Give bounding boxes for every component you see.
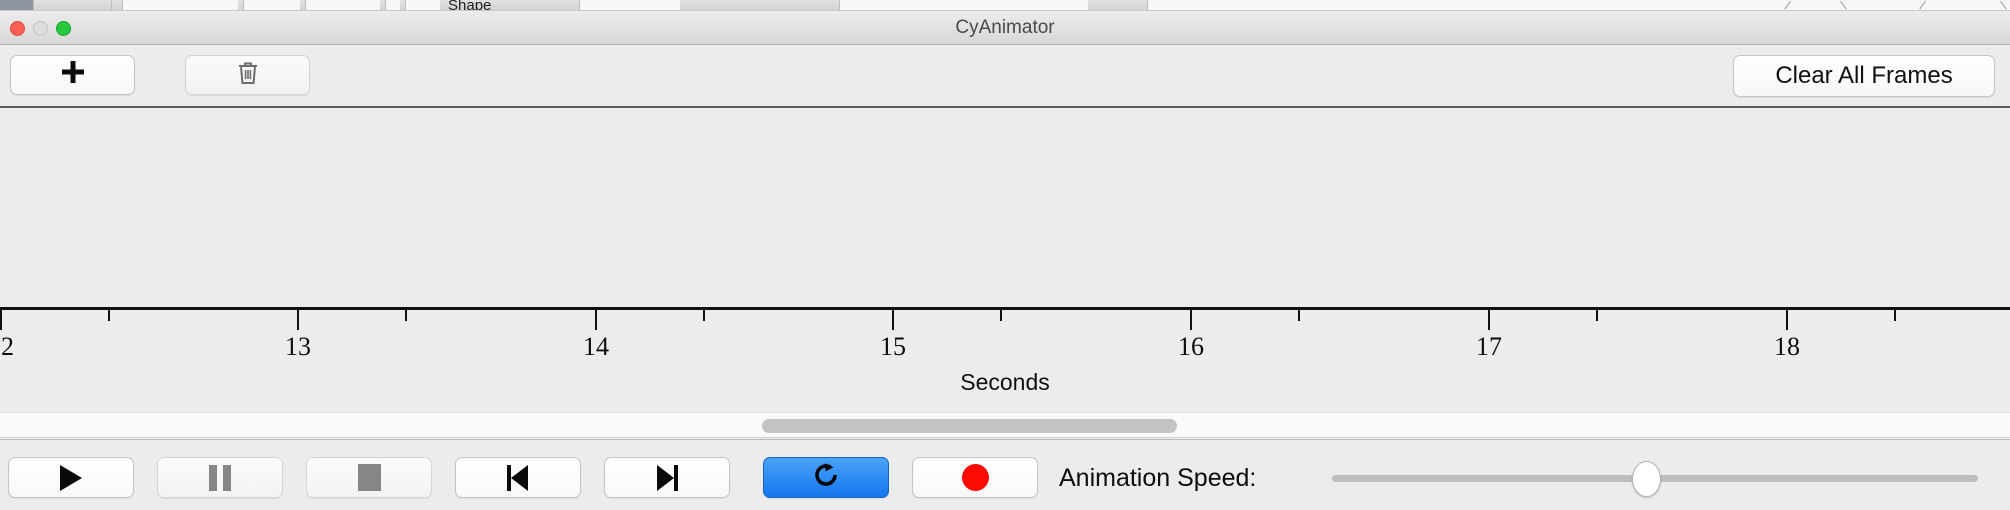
ruler-tick-major	[1190, 310, 1192, 330]
bg-chip	[1088, 0, 1148, 10]
bg-chip	[0, 0, 34, 10]
bg-chip	[380, 0, 386, 10]
bg-chip	[34, 0, 112, 10]
plus-icon	[60, 59, 86, 91]
frames-toolbar	[0, 45, 2010, 108]
bg-chip	[300, 0, 306, 10]
delete-frame-button[interactable]	[185, 55, 310, 95]
next-frame-button[interactable]	[604, 457, 730, 498]
ruler-tick-label: 12	[0, 332, 14, 361]
stop-button[interactable]	[306, 457, 432, 498]
scrollbar-thumb[interactable]	[762, 419, 1177, 433]
background-window-strip: Shape	[0, 0, 2010, 11]
ruler-tick-minor	[1894, 310, 1896, 321]
clear-all-frames-label: Clear All Frames	[1775, 62, 1953, 89]
ruler-tick-label: 16	[1178, 332, 1204, 361]
ruler-tick-label: 15	[880, 332, 906, 361]
slider-thumb[interactable]	[1632, 461, 1661, 497]
skip-next-icon	[654, 464, 680, 491]
ruler-tick-major	[1786, 310, 1788, 330]
ruler-tick-major	[0, 310, 2, 330]
ruler-tick-minor	[1596, 310, 1598, 321]
bg-chip	[112, 0, 123, 10]
bg-tick	[1784, 0, 1791, 10]
ruler-tick-major	[1488, 310, 1490, 330]
animation-speed-slider[interactable]	[1332, 457, 1978, 499]
ruler-tick-minor	[703, 310, 705, 321]
clear-all-frames-button[interactable]: Clear All Frames	[1733, 55, 1995, 97]
ruler-tick-label: 14	[583, 332, 609, 361]
title-bar: CyAnimator	[0, 11, 2010, 45]
timeline-ruler: 12 13 14 15 16 17 18 Seconds	[0, 307, 2010, 412]
stop-icon	[357, 464, 381, 491]
record-button[interactable]	[912, 457, 1038, 498]
ruler-tick-label: 17	[1476, 332, 1502, 361]
bg-tick	[1919, 0, 1926, 10]
loop-icon	[811, 460, 841, 496]
ruler-tick-label: 13	[285, 332, 311, 361]
play-icon	[60, 464, 82, 491]
bg-tick	[1840, 0, 1847, 10]
pause-icon	[209, 464, 231, 491]
trash-icon	[236, 60, 260, 91]
ruler-tick-minor	[405, 310, 407, 321]
frames-timeline-area[interactable]: MCM1MCM1MCM1	[0, 110, 2010, 307]
skip-previous-icon	[505, 464, 531, 491]
ruler-tick-major	[297, 310, 299, 330]
bg-chip	[238, 0, 244, 10]
ruler-tick-major	[892, 310, 894, 330]
window-traffic-lights	[10, 21, 71, 36]
bg-tick	[2000, 0, 2007, 10]
ruler-tick-minor	[1000, 310, 1002, 321]
loop-button[interactable]	[763, 457, 889, 498]
previous-frame-button[interactable]	[455, 457, 581, 498]
axis-title: Seconds	[960, 369, 1050, 395]
minimize-button[interactable]	[33, 21, 48, 36]
bg-chip	[440, 0, 580, 10]
ruler-tick-major	[595, 310, 597, 330]
horizontal-scrollbar[interactable]	[0, 412, 2010, 438]
play-button[interactable]	[8, 457, 134, 498]
ruler-tick-minor	[1298, 310, 1300, 321]
bg-shape-label: Shape	[448, 0, 492, 11]
pause-button[interactable]	[157, 457, 283, 498]
ruler-axis-line	[0, 307, 2010, 310]
window-title: CyAnimator	[955, 17, 1055, 38]
record-icon	[961, 464, 989, 491]
bg-chip	[680, 0, 840, 10]
animation-speed-label: Animation Speed:	[1059, 464, 1257, 492]
ruler-tick-minor	[108, 310, 110, 321]
ruler-tick-label: 18	[1774, 332, 1800, 361]
close-button[interactable]	[10, 21, 25, 36]
add-frame-button[interactable]	[10, 55, 135, 95]
maximize-button[interactable]	[56, 21, 71, 36]
bg-chip	[400, 0, 406, 10]
